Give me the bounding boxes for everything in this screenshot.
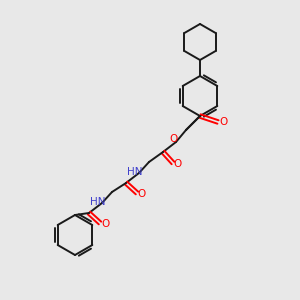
Text: HN: HN: [90, 197, 106, 207]
Text: O: O: [174, 159, 182, 169]
Text: HN: HN: [127, 167, 143, 177]
Text: O: O: [219, 117, 227, 127]
Text: O: O: [101, 219, 109, 229]
Text: O: O: [169, 134, 177, 144]
Text: O: O: [138, 189, 146, 199]
